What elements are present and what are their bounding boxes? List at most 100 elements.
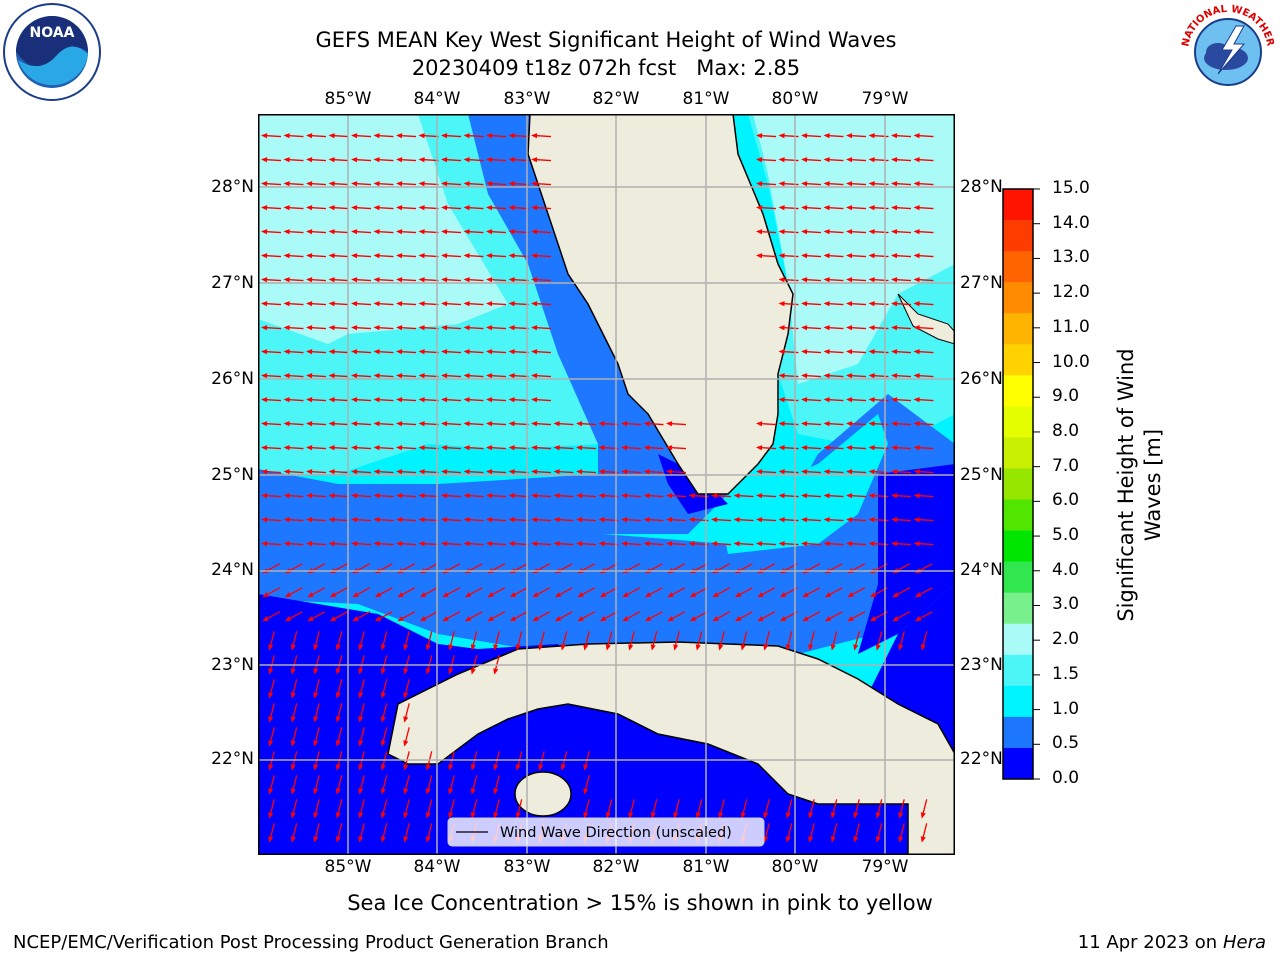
- wave-direction-arrowhead: [823, 157, 830, 163]
- wave-direction-arrowhead: [328, 373, 335, 379]
- wave-direction-arrowhead: [847, 616, 854, 622]
- wave-direction-arrowhead: [599, 616, 607, 622]
- wave-direction-arrowhead: [778, 421, 785, 427]
- wave-direction-arrowhead: [418, 301, 425, 307]
- wave-direction-arrowhead: [583, 644, 589, 651]
- wave-direction-arrowhead: [464, 592, 472, 598]
- wave-direction-arrowhead: [463, 469, 470, 475]
- wave-direction-arrowhead: [913, 133, 920, 139]
- wave-direction-arrowhead: [425, 836, 431, 843]
- wave-direction-arrowhead: [801, 349, 808, 355]
- wave-direction-arrowhead: [290, 812, 296, 819]
- wave-direction-arrowhead: [328, 229, 335, 235]
- wave-direction-arrowhead: [463, 205, 470, 211]
- colorbar-tick-label: 3.0: [1052, 594, 1080, 615]
- wave-direction-arrowhead: [418, 349, 425, 355]
- wave-direction-arrowhead: [283, 301, 290, 307]
- wave-direction-arrowhead: [846, 373, 853, 379]
- wave-direction-arrowhead: [868, 493, 875, 499]
- wave-direction-arrowhead: [373, 205, 380, 211]
- wave-direction-arrowhead: [508, 517, 515, 523]
- wave-direction-arrowhead: [891, 277, 898, 283]
- wave-direction-arrowhead: [262, 616, 269, 622]
- wave-direction-arrowhead: [508, 373, 515, 379]
- wave-direction-arrowhead: [328, 397, 335, 403]
- wave-direction-arrowhead: [313, 668, 319, 675]
- wave-direction-arrowhead: [290, 740, 296, 747]
- wave-direction-arrowhead: [673, 812, 679, 819]
- wave-direction-arrowhead: [306, 181, 313, 187]
- sea-ice-note: Sea Ice Concentration > 15% is shown in …: [347, 891, 933, 915]
- wave-direction-arrowhead: [313, 716, 319, 723]
- wave-direction-arrowhead: [508, 157, 515, 163]
- wave-direction-arrowhead: [328, 133, 335, 139]
- wave-direction-arrowhead: [846, 277, 853, 283]
- wave-direction-arrowhead: [486, 517, 493, 523]
- wave-direction-arrowhead: [757, 592, 764, 598]
- wave-direction-arrowhead: [643, 541, 650, 547]
- wave-direction-arrowhead: [380, 836, 386, 843]
- wave-direction-arrowhead: [621, 445, 628, 451]
- wave-direction-arrowhead: [628, 812, 634, 819]
- wave-direction-arrowhead: [531, 277, 538, 283]
- footer-machine: Hera: [1222, 932, 1266, 953]
- wave-direction-arrowhead: [846, 133, 853, 139]
- wave-direction-arrowhead: [418, 229, 425, 235]
- wave-direction-arrowhead: [306, 301, 313, 307]
- wave-direction-arrowhead: [351, 133, 358, 139]
- lat-label-right-26: 26°N: [960, 369, 1003, 389]
- wave-direction-arrowhead: [801, 205, 808, 211]
- wave-direction-arrowhead: [688, 517, 695, 523]
- wave-direction-arrowhead: [284, 592, 292, 598]
- wave-direction-arrowhead: [335, 812, 341, 819]
- wave-direction-arrowhead: [268, 740, 274, 747]
- wave-direction-arrowhead: [380, 764, 386, 771]
- wave-direction-arrowhead: [351, 253, 358, 259]
- wave-direction-arrowhead: [442, 616, 449, 622]
- wave-direction-arrowhead: [553, 445, 560, 451]
- colorbar-cell: [1003, 561, 1033, 594]
- band-0.0-0.5-bahamas: [858, 464, 955, 654]
- wave-direction-arrowhead: [913, 517, 920, 523]
- wave-direction-arrowhead: [891, 421, 898, 427]
- wave-direction-arrowhead: [351, 397, 358, 403]
- wave-direction-arrowhead: [441, 253, 448, 259]
- wave-direction-arrowhead: [486, 181, 493, 187]
- wave-direction-arrowhead: [531, 373, 538, 379]
- wave-direction-arrowhead: [335, 716, 341, 723]
- wave-direction-arrowhead: [403, 788, 409, 795]
- colorbar-tick-label: 2.0: [1052, 629, 1080, 650]
- wave-direction-arrowhead: [306, 541, 313, 547]
- wave-direction-arrowhead: [306, 205, 313, 211]
- wave-direction-arrowhead: [846, 349, 853, 355]
- wave-direction-arrowhead: [577, 616, 584, 622]
- wave-direction-arrowhead: [756, 157, 763, 163]
- wave-direction-arrowhead: [328, 541, 335, 547]
- wave-direction-arrowhead: [396, 445, 403, 451]
- wave-direction-arrowhead: [666, 493, 673, 499]
- wave-direction-arrowhead: [283, 493, 290, 499]
- colorbar-tick-label: 5.0: [1052, 525, 1080, 546]
- wave-direction-arrowhead: [351, 157, 358, 163]
- lon-label-top-85: 85°W: [324, 89, 372, 109]
- wave-direction-arrowhead: [396, 301, 403, 307]
- wave-direction-arrowhead: [352, 616, 359, 622]
- wave-direction-arrowhead: [515, 644, 521, 651]
- colorbar-cell: [1003, 251, 1033, 283]
- wave-direction-arrowhead: [268, 812, 274, 819]
- wave-direction-arrowhead: [778, 205, 785, 211]
- wave-direction-arrowhead: [487, 616, 494, 622]
- wave-direction-arrowhead: [307, 592, 314, 598]
- wave-direction-arrowhead: [538, 764, 544, 771]
- wave-direction-arrowhead: [576, 421, 583, 427]
- wave-direction-arrowhead: [463, 277, 470, 283]
- wave-direction-arrowhead: [583, 788, 589, 795]
- wave-direction-arrowhead: [508, 325, 515, 331]
- wave-direction-arrowhead: [425, 812, 431, 819]
- wave-direction-arrowhead: [486, 205, 493, 211]
- wave-direction-arrowhead: [358, 764, 364, 771]
- wave-direction-arrowhead: [328, 493, 335, 499]
- wave-direction-arrowhead: [689, 592, 697, 598]
- lat-label-right-24: 24°N: [960, 560, 1003, 580]
- wave-direction-arrowhead: [441, 325, 448, 331]
